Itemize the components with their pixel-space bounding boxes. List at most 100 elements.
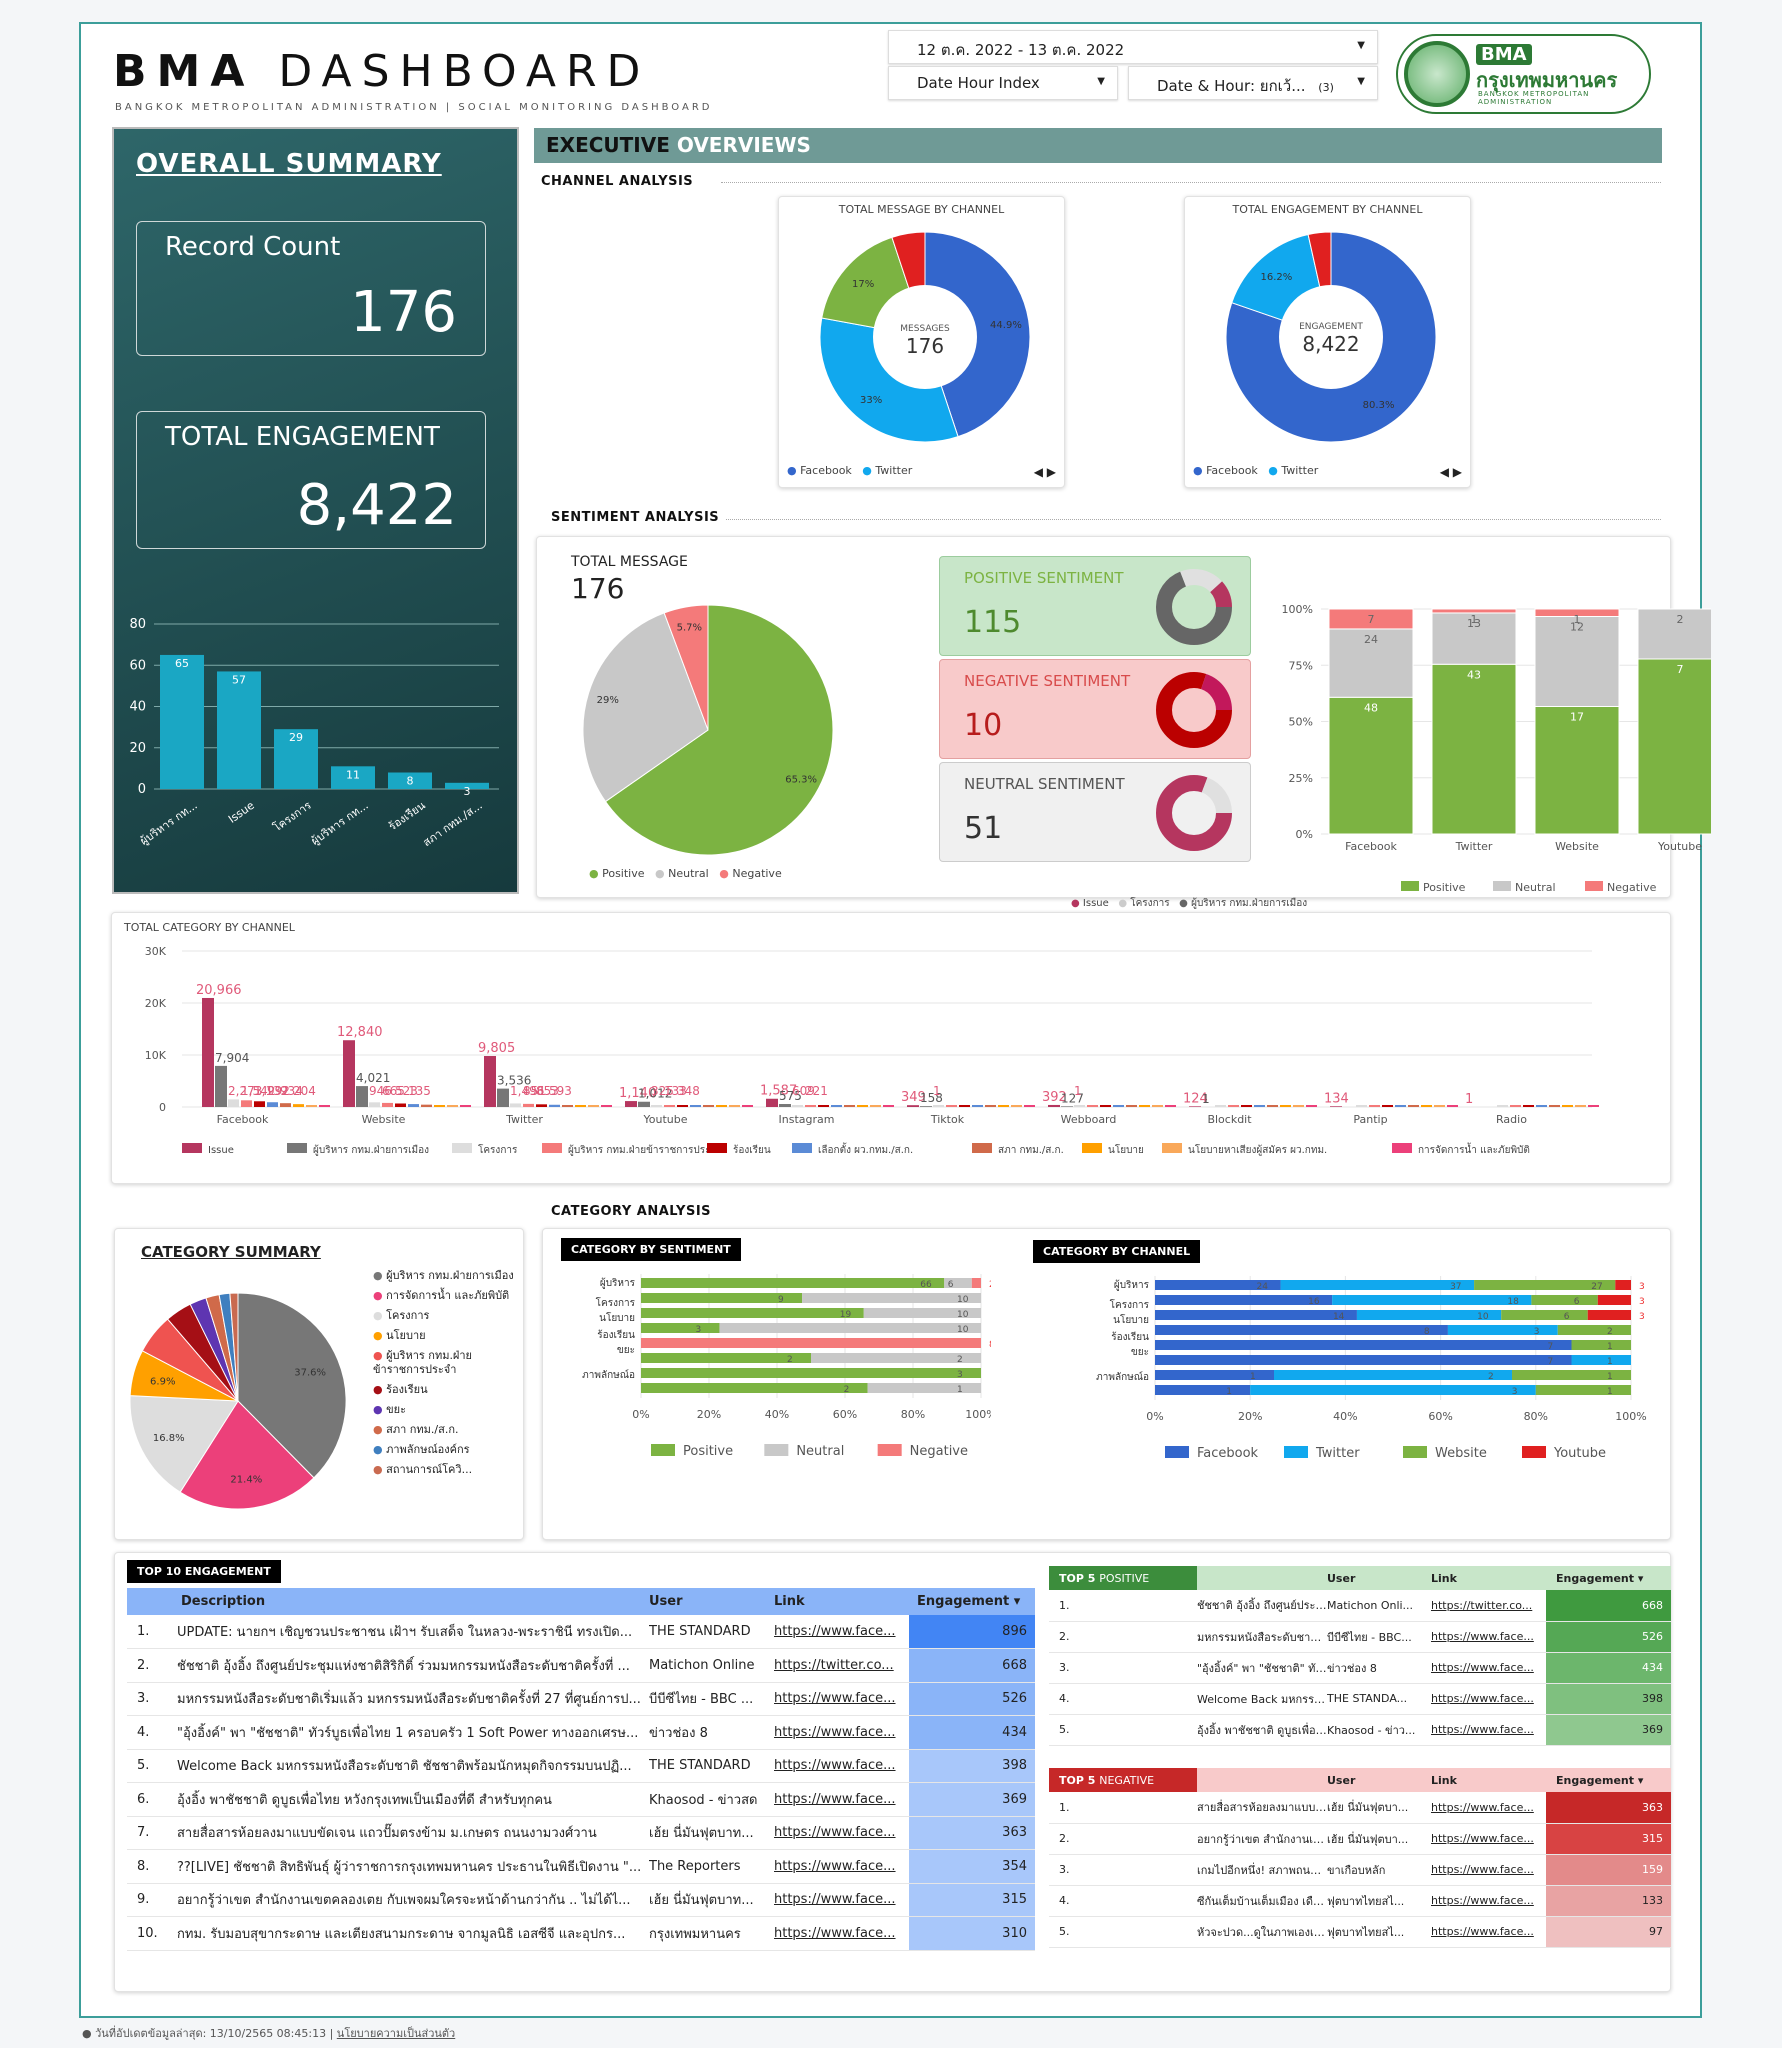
legend-pager-icon[interactable]: ◀ ▶ xyxy=(1033,465,1056,479)
table-row[interactable]: 1.สายสื่อสารห้อยลงมาแบบขัดเจน แถวปั๊มตรง… xyxy=(1049,1792,1671,1824)
table-row[interactable]: 1.ชัชชาติ อุ้งอิ้ง ถึงศูนย์ประชุมแห่งชาต… xyxy=(1049,1590,1671,1622)
table-cell-link[interactable]: https://www.face... xyxy=(1431,1823,1546,1855)
table-row[interactable]: 2.มหกรรมหนังสือระดับชาติเริ่มแล้ว มหกรรม… xyxy=(1049,1621,1671,1653)
stacked-bar xyxy=(1587,1310,1631,1320)
table-row[interactable]: 6. อุ้งอิ้ง พาชัชชาติ ดูบูธเพื่อไทย หวังก… xyxy=(127,1782,1035,1817)
post-link[interactable]: https://twitter.co... xyxy=(774,1657,894,1673)
table-row[interactable]: 5. Welcome Back มหกรรมหนังสือระดับชาติ ชั… xyxy=(127,1749,1035,1783)
bar xyxy=(1523,1105,1534,1107)
table-cell-user: Matichon Onli... xyxy=(1327,1590,1431,1622)
table-cell-link[interactable]: https://www.face... xyxy=(1431,1683,1546,1715)
legend-swatch xyxy=(1522,1446,1546,1458)
table-cell-link[interactable]: https://www.face... xyxy=(774,1615,909,1649)
legend-item: ● การจัดการน้ำ และภัยพิบัติ xyxy=(373,1289,510,1302)
table-cell-link[interactable]: https://www.face... xyxy=(1431,1885,1546,1917)
table-row[interactable]: 7. สายสื่อสารห้อยลงมาแบบขัดเจน แถวปั๊มตรง… xyxy=(127,1816,1035,1850)
legend-label: Facebook xyxy=(1197,1446,1259,1461)
table-row[interactable]: 4. "อุ้งอิ้งค์" พา "ชัชชาติ" ทัวร์บูธเพื่… xyxy=(127,1715,1035,1750)
post-link[interactable]: https://www.face... xyxy=(1431,1692,1534,1705)
table-cell-n: 8. xyxy=(127,1849,177,1884)
table-cell-link[interactable]: https://www.face... xyxy=(774,1682,909,1716)
post-link[interactable]: https://www.face... xyxy=(1431,1925,1534,1938)
data-label: 392 xyxy=(1042,1090,1067,1105)
post-link[interactable]: https://www.face... xyxy=(1431,1863,1534,1876)
table-row[interactable]: 10. กทม. รับมอบสุขากระดาษ และเตียงสนามกระ… xyxy=(127,1916,1035,1951)
stacked-bar xyxy=(1155,1385,1251,1395)
table-cell-link[interactable]: https://www.face... xyxy=(774,1816,909,1850)
y-tick-label: 80 xyxy=(129,617,146,632)
table-row[interactable]: 9. อยากรู้ว่าเขต สำนักงานเขตคลองเตย กับเพ… xyxy=(127,1883,1035,1917)
date-hour-filter[interactable]: Date & Hour: ยกเว้... (3) ▼ xyxy=(1128,66,1378,100)
table-cell-link[interactable]: https://www.face... xyxy=(774,1749,909,1783)
post-link[interactable]: https://www.face... xyxy=(774,1691,896,1707)
y-tick-label: นโยบาย xyxy=(1113,1313,1149,1326)
table-cell-link[interactable]: https://www.face... xyxy=(774,1715,909,1750)
post-link[interactable]: https://www.face... xyxy=(774,1825,896,1841)
table-cell-link[interactable]: https://www.face... xyxy=(774,1782,909,1817)
post-link[interactable]: https://www.face... xyxy=(1431,1832,1534,1845)
post-link[interactable]: https://www.face... xyxy=(1431,1723,1534,1736)
legend-label: Twitter xyxy=(1315,1446,1360,1461)
table-cell-eng: 363 xyxy=(909,1816,1035,1850)
legend-pager-icon[interactable]: ◀ ▶ xyxy=(1439,465,1462,479)
post-link[interactable]: https://www.face... xyxy=(774,1624,896,1639)
post-link[interactable]: https://twitter.co... xyxy=(1431,1598,1533,1612)
post-link[interactable]: https://www.face... xyxy=(1431,1630,1534,1643)
table-cell-link[interactable]: https://www.face... xyxy=(1431,1714,1546,1746)
post-link[interactable]: https://www.face... xyxy=(774,1758,896,1774)
data-label: 348 xyxy=(677,1084,700,1098)
legend-swatch xyxy=(1392,1143,1412,1153)
post-link[interactable]: https://www.face... xyxy=(774,1925,896,1941)
table-row[interactable]: 2. ชัชชาติ อุ้งอิ้ง ถึงศูนย์ประชุมแห่งชาต… xyxy=(127,1648,1035,1683)
legend-swatch xyxy=(1082,1143,1102,1153)
data-label: 7 xyxy=(1677,663,1684,676)
date-range-picker[interactable]: 12 ต.ค. 2022 - 13 ต.ค. 2022 ▼ xyxy=(888,30,1378,64)
dashboard-subtitle: BANGKOK METROPOLITAN ADMINISTRATION | SO… xyxy=(115,102,713,113)
post-link[interactable]: https://www.face... xyxy=(774,1724,896,1740)
table-cell-user: ขาเกือบหลัก xyxy=(1327,1854,1431,1886)
table-cell-link[interactable]: https://www.face... xyxy=(1431,1854,1546,1886)
table-cell-eng: 434 xyxy=(1546,1652,1671,1684)
stacked-bar xyxy=(811,1353,981,1363)
post-link[interactable]: https://www.face... xyxy=(1431,1661,1534,1674)
table-cell-link[interactable]: https://www.face... xyxy=(1431,1652,1546,1684)
bar xyxy=(907,1105,919,1107)
post-link[interactable]: https://www.face... xyxy=(1431,1894,1534,1907)
table-row[interactable]: 3."อุ้งอิ้งค์" พา "ชัชชาติ" ทัวร์บูธเพื่… xyxy=(1049,1652,1671,1684)
x-tick-label: Blockdit xyxy=(1207,1113,1252,1126)
table-cell-link[interactable]: https://www.face... xyxy=(1431,1916,1546,1948)
post-link[interactable]: https://www.face... xyxy=(1431,1800,1534,1814)
table-cell-link[interactable]: https://www.face... xyxy=(1431,1792,1546,1824)
data-label: 575 xyxy=(779,1089,802,1103)
legend-label: Issue xyxy=(208,1145,234,1156)
table-row[interactable]: 5.หัวจะปวด...ดูในภาพเองเลยครับ โยนกันไปโ… xyxy=(1049,1916,1671,1948)
info-icon: ● xyxy=(82,2027,92,2040)
table-row[interactable]: 1. UPDATE: นายกฯ เชิญชวนประชาชน เฝ้าฯ รับ… xyxy=(127,1615,1035,1649)
privacy-link[interactable]: นโยบายความเป็นส่วนตัว xyxy=(336,2027,456,2040)
data-label: 2 xyxy=(787,1355,793,1365)
post-link[interactable]: https://www.face... xyxy=(774,1791,896,1807)
table-cell-link[interactable]: https://www.face... xyxy=(1431,1621,1546,1653)
overall-summary-title: OVERALL SUMMARY xyxy=(136,149,442,179)
data-label: 10 xyxy=(1477,1312,1489,1322)
table-row[interactable]: 3. มหกรรมหนังสือระดับชาติเริ่มแล้ว มหกรรม… xyxy=(127,1682,1035,1716)
table-cell-link[interactable]: https://twitter.co... xyxy=(1431,1590,1546,1622)
post-link[interactable]: https://www.face... xyxy=(774,1858,896,1874)
table-cell-link[interactable]: https://www.face... xyxy=(774,1849,909,1884)
y-tick-label: 75% xyxy=(1289,659,1313,672)
table-cell-link[interactable]: https://www.face... xyxy=(774,1916,909,1951)
date-hour-index-filter[interactable]: Date Hour Index ▼ xyxy=(888,66,1118,100)
table-row[interactable]: 5.อุ้งอิ้ง พาชัชชาติ ดูบูธเพื่อไทย หวังก… xyxy=(1049,1714,1671,1746)
table-row[interactable]: 4.ซีกันเต็มบ้านเต็มเมือง เดือดร้อนคนเดิน… xyxy=(1049,1885,1671,1917)
data-label: 10 xyxy=(957,1310,969,1320)
table-row[interactable]: 2.อยากรู้ว่าเขต สำนักงานเขตคลองเตย กับเพ… xyxy=(1049,1823,1671,1855)
bar xyxy=(356,1086,368,1107)
table-cell-desc: สายสื่อสารห้อยลงมาแบบขัดเจน แถวปั๊มตรงข้… xyxy=(1197,1792,1327,1824)
post-link[interactable]: https://www.face... xyxy=(774,1892,896,1908)
table-cell-link[interactable]: https://twitter.co... xyxy=(774,1648,909,1683)
table-row[interactable]: 3.เกมไปอีกหนึ่ง! สภาพถนนหลังฝน ย่านพุธวั… xyxy=(1049,1854,1671,1886)
table-row[interactable]: 8. ??[LIVE] ชัชชาติ สิทธิพันธุ์ ผู้ว่าราช… xyxy=(127,1849,1035,1884)
table-row[interactable]: 4.Welcome Back มหกรรมหนังสือระดับชาติ ชั… xyxy=(1049,1683,1671,1715)
data-label: 1 xyxy=(957,1385,963,1395)
table-cell-link[interactable]: https://www.face... xyxy=(774,1883,909,1917)
